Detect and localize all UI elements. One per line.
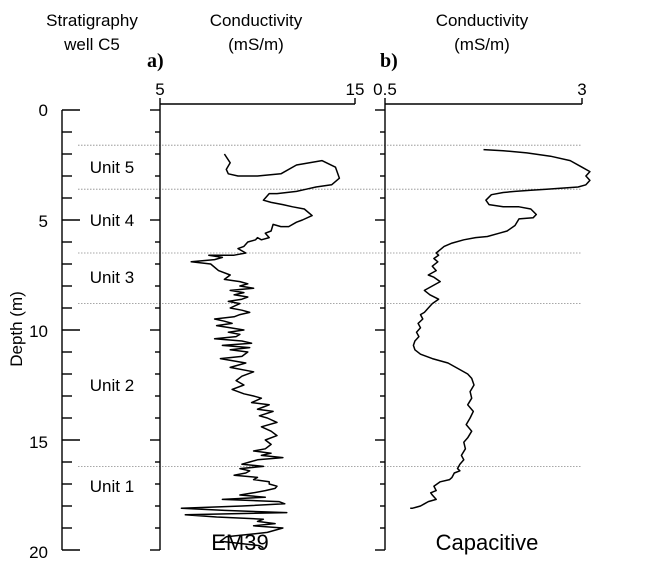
panel-a-tick-max: 15 [346, 80, 365, 99]
y-tick-label-0: 0 [39, 101, 48, 120]
unit-label-4: Unit 1 [90, 477, 134, 496]
unit-label-0: Unit 5 [90, 158, 134, 177]
unit-label-1: Unit 4 [90, 211, 134, 230]
panel-b-conductivity-trace [410, 148, 591, 509]
panel-a-title-line1: Conductivity [210, 11, 303, 30]
y-tick-label-10: 10 [29, 322, 48, 341]
panel-b-label: b) [380, 50, 398, 72]
strat-title-line2: well C5 [63, 35, 120, 54]
series-label-capacitive: Capacitive [436, 530, 539, 555]
unit-boundaries [78, 144, 582, 467]
y-tick-label-5: 5 [39, 212, 48, 231]
panel-b-title-line2: (mS/m) [454, 35, 510, 54]
panel-b-title-line1: Conductivity [436, 11, 529, 30]
panel-a-label: a) [147, 50, 164, 72]
axes [61, 98, 583, 551]
panel-a-conductivity-trace [180, 153, 341, 549]
y-tick-label-15: 15 [29, 433, 48, 452]
unit-label-2: Unit 3 [90, 268, 134, 287]
panel-a-title-line2: (mS/m) [228, 35, 284, 54]
traces [180, 148, 591, 549]
y-axis-label: Depth (m) [7, 291, 26, 367]
strat-title-line1: Stratigraphy [46, 11, 138, 30]
panel-b-tick-min: 0.5 [373, 80, 397, 99]
stratigraphy-units: Unit 5 Unit 4 Unit 3 Unit 2 Unit 1 [90, 158, 134, 496]
panel-b-tick-max: 3 [577, 80, 586, 99]
panel-a-tick-min: 5 [155, 80, 164, 99]
series-label-em39: EM39 [211, 530, 268, 555]
unit-label-3: Unit 2 [90, 376, 134, 395]
y-tick-label-20: 20 [29, 543, 48, 562]
